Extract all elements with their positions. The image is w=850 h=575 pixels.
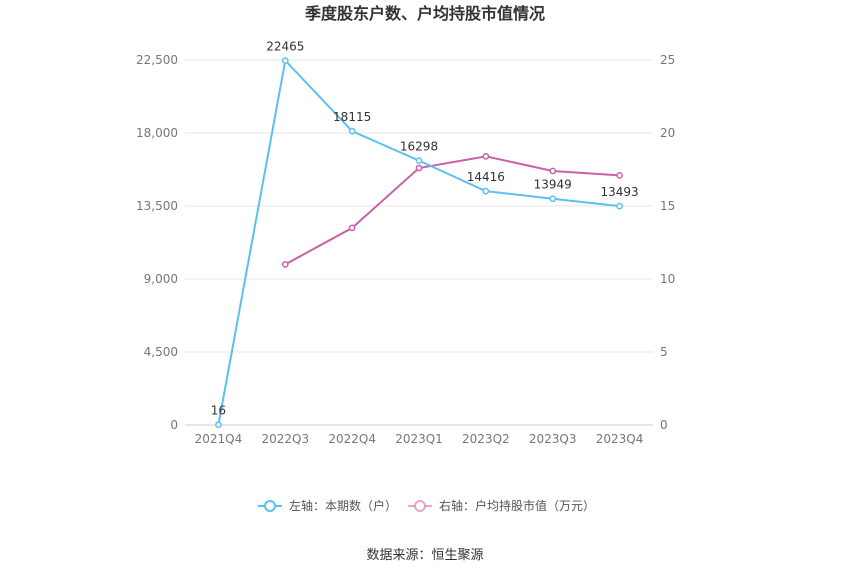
- x-tick-label-6: 2023Q4: [596, 432, 644, 446]
- series-1-point-4: [482, 153, 490, 160]
- series-0-point-4: [482, 187, 490, 195]
- series-0: 16 22465 18115 16298 14416 13949 13493: [211, 40, 639, 429]
- series-0-point-0: [215, 421, 222, 429]
- legend-item-left[interactable]: 左轴：本期数（户）: [258, 498, 397, 513]
- series-1-point-1: [281, 261, 289, 268]
- series-0-data-label-1: 22465: [266, 40, 304, 54]
- legend-left-label: 左轴：本期数（户）: [289, 498, 397, 513]
- series-0-data-label-4: 14416: [467, 170, 505, 184]
- series-1-point-5: [549, 167, 557, 175]
- left-tick-label-3: 13,500: [136, 199, 178, 213]
- series-0-point-5: [549, 195, 557, 203]
- legend-left-swatch-marker: [264, 500, 276, 512]
- left-tick-label-4: 18,000: [136, 126, 178, 140]
- left-tick-label-2: 9,000: [144, 272, 178, 286]
- right-tick-label-3: 15: [660, 199, 675, 213]
- left-tick-label-0: 0: [170, 418, 178, 432]
- series-0-point-2: [348, 127, 356, 135]
- chart-title: 季度股东户数、户均持股市值情况: [304, 4, 545, 23]
- left-axis-ticks: 0 4,500 9,000 13,500 18,000 22,500: [136, 53, 178, 432]
- series-0-data-label-5: 13949: [534, 178, 572, 192]
- x-axis-ticks: 2021Q4 2022Q3 2022Q4 2023Q1 2023Q2 2023Q3 2023…: [195, 432, 644, 446]
- series-0-data-label-3: 16298: [400, 140, 438, 154]
- series-0-point-3: [415, 157, 423, 164]
- right-tick-label-5: 25: [660, 53, 675, 67]
- series-0-line: [217, 58, 620, 425]
- series-0-data-label-2: 18115: [333, 110, 371, 124]
- left-tick-label-1: 4,500: [144, 345, 178, 359]
- legend-item-right[interactable]: 右轴：户均持股市值（万元）: [408, 498, 595, 513]
- right-tick-label-0: 0: [660, 418, 668, 432]
- series-0-point-1: [281, 57, 289, 64]
- series-1: [281, 153, 623, 268]
- series-1-point-2: [348, 224, 356, 232]
- series-0-data-label-0: 16: [211, 404, 226, 418]
- legend-right-label: 右轴：户均持股市值（万元）: [439, 498, 595, 513]
- x-tick-label-4: 2023Q2: [462, 432, 510, 446]
- series-layer: 16 22465 18115 16298 14416 13949 13493: [211, 40, 639, 429]
- legend-right-swatch-marker: [414, 500, 426, 512]
- x-tick-label-5: 2023Q3: [529, 432, 577, 446]
- legend: 左轴：本期数（户） 右轴：户均持股市值（万元）: [258, 498, 595, 513]
- x-tick-label-0: 2021Q4: [195, 432, 243, 446]
- series-0-data-label-6: 13493: [600, 185, 638, 199]
- right-tick-label-1: 5: [660, 345, 668, 359]
- series-0-point-6: [616, 202, 623, 210]
- series-1-line: [284, 155, 620, 266]
- x-tick-label-3: 2023Q1: [395, 432, 443, 446]
- series-1-point-3: [415, 164, 423, 172]
- right-tick-label-4: 20: [660, 126, 675, 140]
- x-tick-label-2: 2022Q4: [328, 432, 376, 446]
- right-tick-label-2: 10: [660, 272, 675, 286]
- data-source: 数据来源：恒生聚源: [366, 548, 483, 563]
- right-axis-ticks: 0 5 10 15 20 25: [660, 53, 675, 432]
- left-tick-label-5: 22,500: [136, 53, 178, 67]
- grid-lines: [185, 59, 653, 426]
- x-tick-label-1: 2022Q3: [261, 432, 309, 446]
- series-1-point-6: [616, 171, 623, 179]
